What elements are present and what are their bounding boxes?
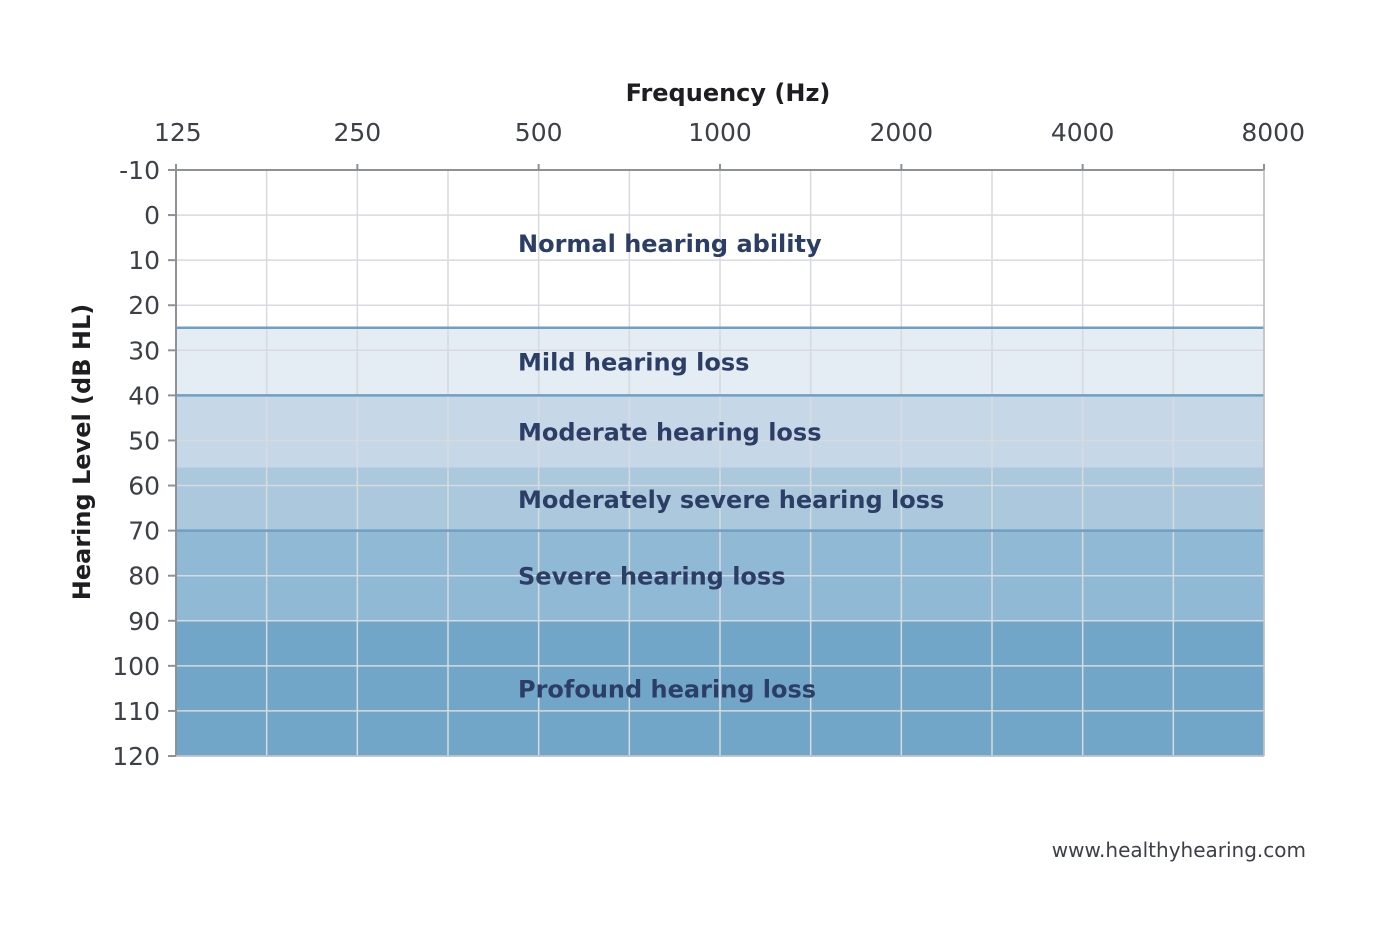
y-tick-label-6: 50	[128, 426, 160, 455]
x-tick-label-0: 125	[154, 118, 202, 147]
band-labels: Normal hearing ability Mild hearing loss M…	[518, 230, 944, 704]
x-tick-label-1: 250	[333, 118, 381, 147]
y-tick-label-9: 80	[128, 562, 160, 591]
band-label-2: Moderate hearing loss	[518, 418, 822, 446]
y-tick-label-8: 70	[128, 517, 160, 546]
band-label-3: Moderately severe hearing loss	[518, 486, 944, 514]
y-tick-label-10: 90	[128, 607, 160, 636]
y-tick-label-4: 30	[128, 336, 160, 365]
x-tick-label-6: 8000	[1241, 118, 1305, 147]
x-axis-title: Frequency (Hz)	[626, 79, 831, 107]
y-tick-label-1: 0	[144, 201, 160, 230]
x-tick-label-2: 500	[515, 118, 563, 147]
y-tick-label-0: -10	[119, 156, 160, 185]
y-tick-label-12: 110	[112, 697, 160, 726]
y-tick-label-5: 40	[128, 381, 160, 410]
y-tick-label-3: 20	[128, 291, 160, 320]
y-tick-label-11: 100	[112, 652, 160, 681]
y-tick-label-13: 120	[112, 742, 160, 771]
axes	[168, 164, 1265, 757]
x-tick-label-3: 1000	[688, 118, 752, 147]
band-label-0: Normal hearing ability	[518, 230, 822, 258]
y-tick-label-2: 10	[128, 246, 160, 275]
band-label-5: Profound hearing loss	[518, 675, 816, 703]
y-tick-label-7: 60	[128, 472, 160, 501]
band-label-4: Severe hearing loss	[518, 563, 785, 591]
band-label-1: Mild hearing loss	[518, 349, 749, 377]
x-tick-label-5: 4000	[1051, 118, 1115, 147]
x-tick-label-4: 2000	[870, 118, 934, 147]
x-tick-labels: 125 250 500 1000 2000 4000 8000	[154, 118, 1305, 147]
band-boundary-lines	[176, 326, 1264, 532]
y-tick-labels: -10 0 10 20 30 40 50 60 70 80 90 100 110 120	[112, 156, 160, 771]
y-axis-title: Hearing Level (dB HL)	[68, 304, 96, 600]
source-credit: www.healthyhearing.com	[1052, 838, 1306, 862]
